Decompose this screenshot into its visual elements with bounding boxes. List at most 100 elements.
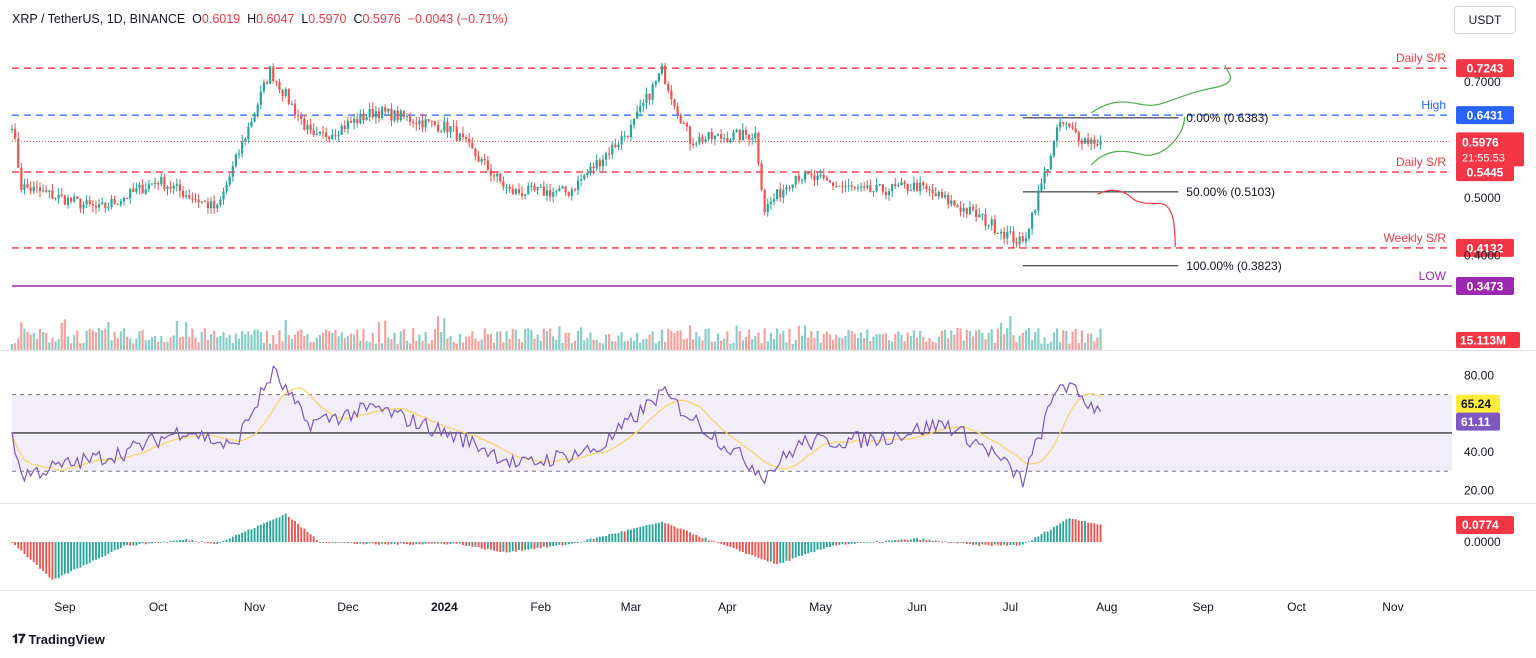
time-axis-label-7: Apr (718, 600, 737, 614)
macd-bar (325, 542, 328, 543)
macd-bar (888, 540, 890, 542)
candle-body (1059, 122, 1062, 128)
macd-bar (580, 541, 583, 543)
candle-body (455, 126, 458, 142)
volume-bar (623, 341, 626, 350)
candle-body (856, 187, 860, 189)
candle-body (1087, 138, 1090, 144)
volume-bar (79, 343, 82, 350)
open-value: 0.6019 (201, 12, 241, 26)
macd-bar (757, 542, 760, 558)
volume-bar (841, 338, 844, 350)
level-price-tag-3 (1456, 238, 1514, 257)
volume-bar (875, 334, 878, 350)
volume-bar (791, 343, 794, 350)
candle-body (1006, 231, 1009, 239)
volume-bar (384, 320, 387, 350)
volume-bar (968, 330, 972, 350)
candle-body (237, 153, 241, 155)
volume-bar (222, 332, 225, 350)
volume-bar (856, 337, 860, 350)
candle-body (94, 205, 98, 208)
candle-body (166, 186, 169, 190)
macd-bar (496, 542, 499, 552)
candle-body (483, 159, 486, 161)
volume-bar (965, 329, 968, 350)
macd-bar (179, 540, 181, 542)
macd-bar (284, 513, 287, 542)
candle-body (104, 202, 107, 208)
currency-button[interactable]: USDT (1454, 6, 1516, 34)
macd-bar (1037, 536, 1040, 542)
macd-bar (238, 534, 240, 542)
volume-bar (1090, 333, 1093, 350)
volume-bar (234, 333, 238, 350)
volume-bar (760, 342, 763, 350)
macd-bar (356, 542, 359, 544)
volume-bar (567, 332, 570, 350)
candle-body (906, 183, 909, 191)
macd-bar (297, 523, 300, 542)
candle-body (418, 120, 421, 125)
candle-body (97, 204, 101, 208)
macd-bar (530, 542, 533, 549)
volume-bar (975, 330, 978, 350)
candle-body (900, 182, 903, 186)
volume-bar (692, 339, 695, 350)
volume-bar (800, 335, 804, 350)
candle-body (353, 118, 356, 123)
macd-bar (900, 539, 903, 542)
volume-bar (912, 330, 916, 350)
macd-bar (913, 538, 915, 542)
candle-body (757, 132, 760, 164)
volume-bar (290, 338, 294, 350)
macd-bar (928, 539, 931, 542)
macd-bar (101, 542, 104, 557)
volume-bar (57, 338, 60, 350)
volume-bar (1083, 342, 1087, 350)
macd-bar (300, 527, 303, 542)
volume-bar (819, 342, 822, 350)
macd-bar (773, 542, 775, 564)
macd-bar (1074, 519, 1077, 542)
macd-bar (925, 540, 928, 542)
volume-bar (253, 329, 256, 350)
volume-bar (751, 339, 754, 350)
volume-bar (259, 331, 262, 350)
macd-bar (1021, 542, 1024, 545)
candle-body (772, 199, 776, 202)
candle-body (987, 225, 990, 227)
macd-bar (228, 538, 231, 542)
macd-bar (281, 515, 284, 542)
volume-bar (1031, 339, 1034, 350)
volume-bar (387, 337, 390, 350)
macd-bar (381, 542, 384, 544)
candle-body (629, 124, 633, 138)
macd-bar (306, 532, 309, 542)
candle-body (405, 116, 409, 118)
volume-bar (1080, 330, 1083, 350)
macd-bar (67, 542, 69, 574)
candle-body (306, 124, 309, 130)
candle-body (645, 93, 648, 104)
macd-bar (601, 536, 604, 542)
candle-body (1049, 156, 1052, 169)
macd-bar (234, 535, 237, 542)
macd-bar (365, 542, 368, 545)
candle-body (598, 160, 601, 167)
volume-bar (325, 329, 328, 350)
candle-body (583, 175, 586, 180)
candle-body (1090, 139, 1093, 144)
macd-bar (480, 542, 483, 549)
level-name-3: Weekly S/R (1384, 231, 1447, 245)
candle-body (614, 144, 617, 147)
volume-bar (281, 341, 284, 350)
volume-bar (1096, 337, 1099, 350)
macd-bar (225, 539, 228, 542)
macd-bar (1012, 542, 1015, 545)
candle-body (925, 185, 928, 190)
macd-bar (819, 542, 822, 550)
volume-bar (769, 332, 772, 350)
candle-body (468, 138, 471, 143)
